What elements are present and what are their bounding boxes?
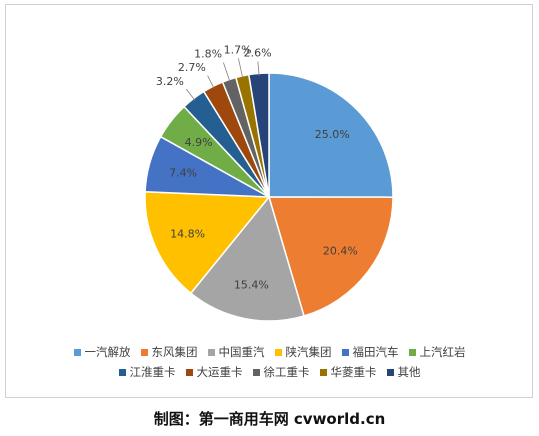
slice-label-6: 4.9% [185, 136, 213, 149]
slice-label-1: 25.0% [315, 128, 350, 141]
pie-slice-4 [144, 190, 271, 295]
slice-label-8: 2.7% [178, 61, 206, 74]
legend-label: 徐工重卡 [263, 365, 310, 379]
pie-slice-1 [268, 72, 394, 198]
legend-label: 上汽红岩 [419, 345, 466, 359]
legend-label: 福田汽车 [352, 345, 399, 359]
legend-swatch [408, 348, 416, 356]
slice-label-4: 14.8% [170, 228, 205, 241]
slice-label-3: 15.4% [234, 279, 269, 292]
chart-caption: 制图：第一商用车网 cvworld.cn [153, 410, 386, 428]
legend-label: 东风集团 [151, 345, 198, 359]
legend-item-10: 华菱重卡 [319, 364, 377, 380]
legend-item-3: 中国重汽 [207, 344, 265, 360]
legend-swatch [185, 368, 193, 376]
legend-item-1: 一汽解放 [73, 344, 131, 360]
slice-label-5: 7.4% [169, 167, 197, 180]
legend-swatch [341, 348, 349, 356]
legend-swatch [118, 368, 126, 376]
leader-line-7 [185, 88, 196, 101]
leader-line-8 [207, 75, 215, 89]
leader-line-10 [238, 58, 244, 79]
slice-label-11: 2.6% [244, 47, 272, 60]
leader-line-9 [223, 62, 231, 83]
legend-swatch [252, 368, 260, 376]
chart-legend: 一汽解放 东风集团 中国重汽 陕汽集团 福田汽车 上汽红岩 江淮重卡 大运重卡 徐工重卡 华菱重… [0, 344, 539, 380]
legend-label: 华菱重卡 [330, 365, 377, 379]
legend-item-2: 东风集团 [140, 344, 198, 360]
slice-label-7: 3.2% [156, 75, 184, 88]
slice-label-9: 1.8% [194, 48, 222, 61]
legend-label: 江淮重卡 [129, 365, 176, 379]
legend-item-7: 江淮重卡 [118, 364, 176, 380]
legend-swatch [274, 348, 282, 356]
legend-item-4: 陕汽集团 [274, 344, 332, 360]
legend-label: 一汽解放 [84, 345, 131, 359]
leader-line-11 [257, 61, 260, 76]
legend-label: 陕汽集团 [285, 345, 332, 359]
pie-slice-2 [267, 196, 394, 317]
slice-label-2: 20.4% [323, 245, 358, 258]
legend-label: 大运重卡 [196, 365, 243, 379]
legend-row: 江淮重卡 大运重卡 徐工重卡 华菱重卡 其他 [118, 364, 421, 380]
legend-label: 其他 [397, 365, 421, 379]
legend-item-11: 其他 [386, 364, 421, 380]
legend-label: 中国重汽 [218, 345, 265, 359]
legend-item-9: 徐工重卡 [252, 364, 310, 380]
pie-chart: 25.0% 20.4% 15.4% 14.8% 7.4% 4.9% 3.2%2.7%1.8%… [144, 43, 394, 322]
slice-label-10: 1.7% [224, 43, 252, 56]
legend-swatch [140, 348, 148, 356]
legend-swatch [319, 368, 327, 376]
pie-slice-3 [189, 195, 305, 322]
legend-item-5: 福田汽车 [341, 344, 399, 360]
legend-swatch [207, 348, 215, 356]
legend-swatch [386, 368, 394, 376]
legend-row: 一汽解放 东风集团 中国重汽 陕汽集团 福田汽车 上汽红岩 [73, 344, 466, 360]
legend-item-8: 大运重卡 [185, 364, 243, 380]
legend-item-6: 上汽红岩 [408, 344, 466, 360]
legend-swatch [73, 348, 81, 356]
